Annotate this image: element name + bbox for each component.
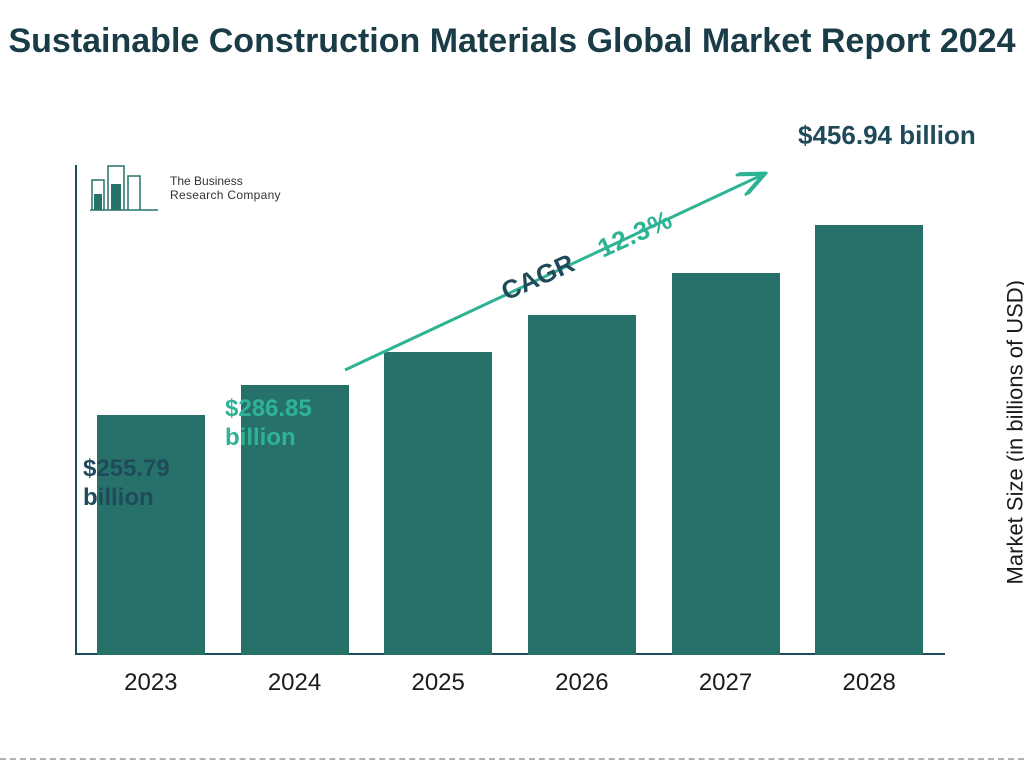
value-callout: $255.79 billion	[83, 455, 213, 513]
bar-chart: 202320242025202620272028	[75, 165, 945, 695]
bar-slot	[510, 315, 654, 655]
x-label: 2023	[79, 669, 223, 697]
plot-area	[75, 165, 945, 655]
value-callout: $286.85 billion	[225, 395, 355, 453]
x-label: 2027	[654, 669, 798, 697]
x-label: 2028	[797, 669, 941, 697]
page: Sustainable Construction Materials Globa…	[0, 0, 1024, 768]
footer-divider	[0, 758, 1024, 760]
bar	[97, 415, 205, 655]
bar-slot	[654, 273, 798, 655]
x-label: 2026	[510, 669, 654, 697]
bar-slot	[79, 415, 223, 655]
y-axis-label: Market Size (in billions of USD)	[1002, 280, 1024, 584]
x-labels: 202320242025202620272028	[75, 661, 945, 697]
page-title: Sustainable Construction Materials Globa…	[0, 20, 1024, 63]
bars-container	[75, 165, 945, 655]
x-label: 2025	[366, 669, 510, 697]
x-label: 2024	[223, 669, 367, 697]
bar	[528, 315, 636, 655]
bar-slot	[366, 352, 510, 655]
value-callout: $456.94 billion	[798, 120, 1018, 151]
bar	[815, 225, 923, 655]
bar	[672, 273, 780, 655]
bar-slot	[797, 225, 941, 655]
bar	[384, 352, 492, 655]
